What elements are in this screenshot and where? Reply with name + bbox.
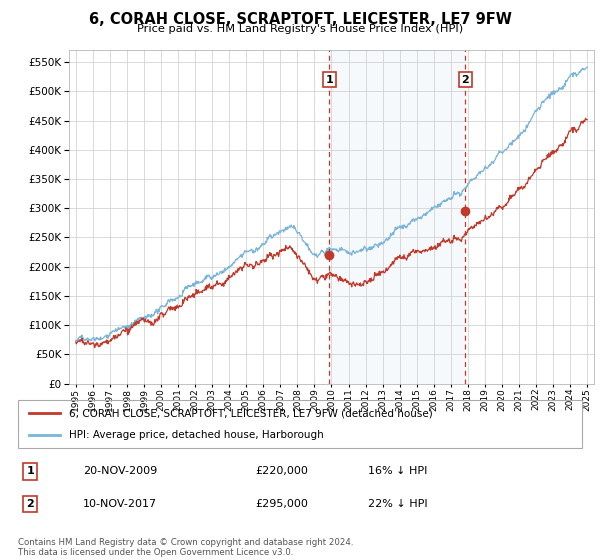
Text: 1: 1 <box>326 74 334 85</box>
Text: £220,000: £220,000 <box>255 466 308 477</box>
Text: 2: 2 <box>26 499 34 509</box>
Text: 22% ↓ HPI: 22% ↓ HPI <box>368 499 427 509</box>
Text: 10-NOV-2017: 10-NOV-2017 <box>83 499 157 509</box>
Text: 16% ↓ HPI: 16% ↓ HPI <box>368 466 427 477</box>
Text: 2: 2 <box>461 74 469 85</box>
Text: 20-NOV-2009: 20-NOV-2009 <box>83 466 157 477</box>
Text: £295,000: £295,000 <box>255 499 308 509</box>
Text: Contains HM Land Registry data © Crown copyright and database right 2024.
This d: Contains HM Land Registry data © Crown c… <box>18 538 353 557</box>
Text: Price paid vs. HM Land Registry's House Price Index (HPI): Price paid vs. HM Land Registry's House … <box>137 24 463 34</box>
Text: 1: 1 <box>26 466 34 477</box>
Text: 6, CORAH CLOSE, SCRAPTOFT, LEICESTER, LE7 9FW: 6, CORAH CLOSE, SCRAPTOFT, LEICESTER, LE… <box>89 12 511 27</box>
Bar <box>329 50 466 384</box>
Text: HPI: Average price, detached house, Harborough: HPI: Average price, detached house, Harb… <box>69 430 323 440</box>
Text: 6, CORAH CLOSE, SCRAPTOFT, LEICESTER, LE7 9FW (detached house): 6, CORAH CLOSE, SCRAPTOFT, LEICESTER, LE… <box>69 408 433 418</box>
